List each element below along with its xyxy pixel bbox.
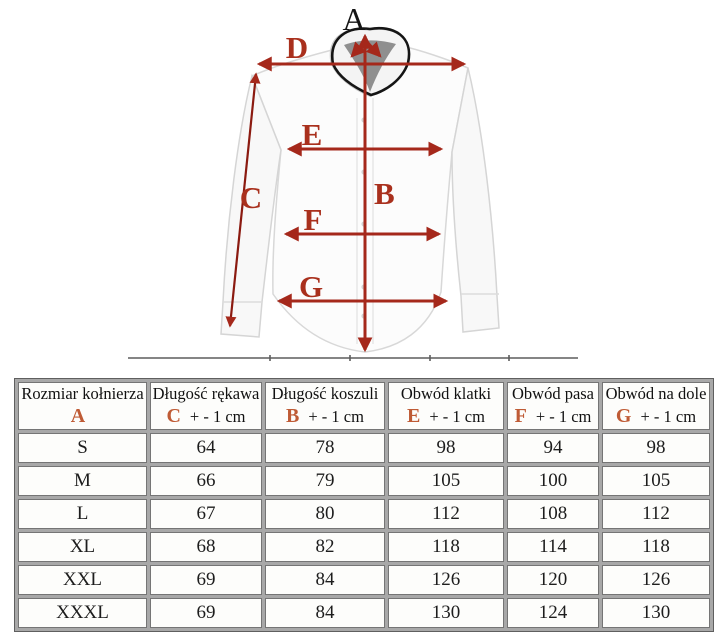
value-cell: 84: [265, 565, 385, 595]
value-cell: 82: [265, 532, 385, 562]
shirt-diagram-svg: A B D C E F G: [128, 1, 578, 361]
value-cell: 69: [150, 598, 262, 628]
column-letter: E: [407, 404, 421, 427]
value-cell: 80: [265, 499, 385, 529]
size-label: XXL: [18, 565, 147, 595]
column-title: Długość rękawa: [152, 384, 260, 404]
shirt-measurement-diagram: A B D C E F G: [128, 1, 578, 361]
column-header-chest: Obwód klatki E + - 1 cm: [388, 382, 504, 430]
column-tolerance: + - 1 cm: [535, 406, 592, 426]
table-row-m: M 66 79 105 100 105: [18, 466, 710, 496]
value-cell: 64: [150, 433, 262, 463]
measure-label-b: B: [374, 176, 395, 211]
size-label: XL: [18, 532, 147, 562]
column-tolerance: + - 1 cm: [640, 406, 697, 426]
table-row-l: L 67 80 112 108 112: [18, 499, 710, 529]
size-table: Rozmiar kołnierza A Długość rękawa C + - …: [14, 378, 714, 632]
measure-label-d: D: [286, 30, 308, 65]
value-cell: 126: [388, 565, 504, 595]
column-letter: C: [166, 404, 181, 427]
value-cell: 78: [265, 433, 385, 463]
measure-label-c: C: [240, 180, 262, 215]
value-cell: 98: [602, 433, 710, 463]
column-tolerance: + - 1 cm: [308, 406, 364, 426]
value-cell: 79: [265, 466, 385, 496]
column-header-waist: Obwód pasa F + - 1 cm: [507, 382, 599, 430]
value-cell: 130: [602, 598, 710, 628]
value-cell: 114: [507, 532, 599, 562]
column-title: Obwód pasa: [511, 384, 595, 404]
column-letter: B: [286, 404, 300, 427]
value-cell: 112: [388, 499, 504, 529]
measure-label-g: G: [299, 269, 323, 304]
value-cell: 108: [507, 499, 599, 529]
measure-label-a: A: [342, 1, 365, 37]
column-header-sleeve: Długość rękawa C + - 1 cm: [150, 382, 262, 430]
shirt-right-sleeve: [451, 67, 500, 333]
column-header-bottom: Obwód na dole G + - 1 cm: [602, 382, 710, 430]
value-cell: 68: [150, 532, 262, 562]
value-cell: 124: [507, 598, 599, 628]
value-cell: 120: [507, 565, 599, 595]
table-row-s: S 64 78 98 94 98: [18, 433, 710, 463]
measure-label-f: F: [304, 202, 323, 237]
value-cell: 84: [265, 598, 385, 628]
value-cell: 94: [507, 433, 599, 463]
value-cell: 112: [602, 499, 710, 529]
value-cell: 66: [150, 466, 262, 496]
value-cell: 105: [602, 466, 710, 496]
column-title: Obwód klatki: [400, 384, 492, 404]
value-cell: 126: [602, 565, 710, 595]
value-cell: 118: [388, 532, 504, 562]
column-title: Długość koszuli: [271, 384, 379, 404]
size-label: M: [18, 466, 147, 496]
value-cell: 69: [150, 565, 262, 595]
column-letter: A: [70, 404, 86, 427]
size-label: L: [18, 499, 147, 529]
column-title: Obwód na dole: [605, 384, 707, 404]
value-cell: 130: [388, 598, 504, 628]
value-cell: 100: [507, 466, 599, 496]
value-cell: 98: [388, 433, 504, 463]
table-row-xl: XL 68 82 118 114 118: [18, 532, 710, 562]
measure-line-c: [225, 72, 261, 328]
header-row: Rozmiar kołnierza A Długość rękawa C + - …: [18, 382, 710, 430]
table-row-xxxl: XXXL 69 84 130 124 130: [18, 598, 710, 628]
measure-label-e: E: [302, 117, 323, 152]
value-cell: 118: [602, 532, 710, 562]
column-letter: G: [615, 404, 632, 427]
size-label: S: [18, 433, 147, 463]
size-label: XXXL: [18, 598, 147, 628]
column-letter: F: [514, 404, 527, 427]
column-tolerance: + - 1 cm: [189, 406, 246, 426]
value-cell: 67: [150, 499, 262, 529]
table-row-xxl: XXL 69 84 126 120 126: [18, 565, 710, 595]
column-header-collar: Rozmiar kołnierza A: [18, 382, 147, 430]
column-header-shirt-length: Długość koszuli B + - 1 cm: [265, 382, 385, 430]
column-title: Rozmiar kołnierza: [21, 384, 144, 404]
value-cell: 105: [388, 466, 504, 496]
column-tolerance: + - 1 cm: [429, 406, 485, 426]
